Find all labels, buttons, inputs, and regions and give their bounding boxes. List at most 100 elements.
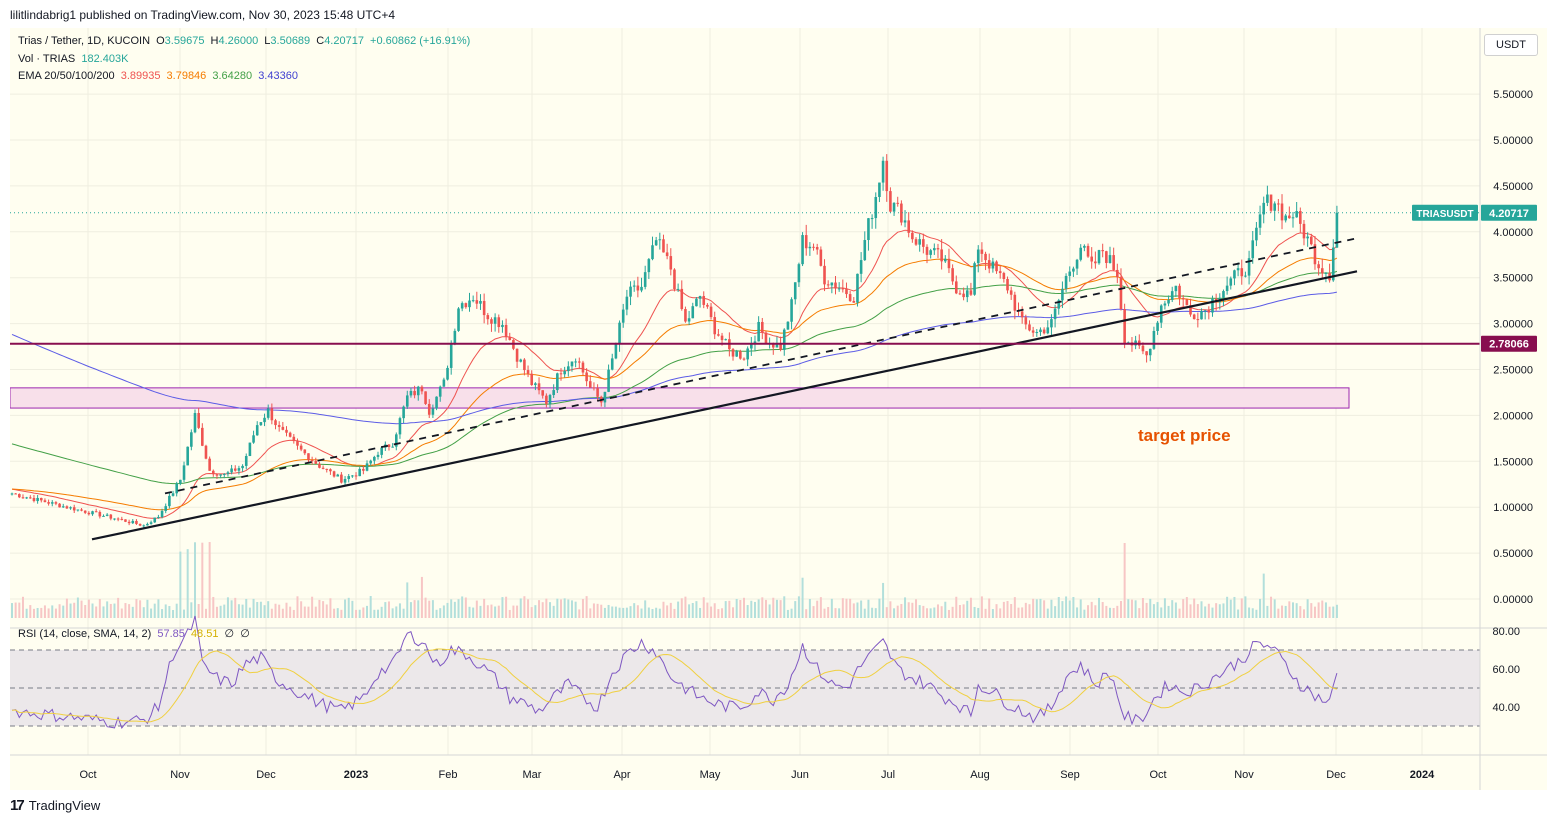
volume-bar — [746, 605, 749, 618]
candle — [881, 160, 885, 183]
candle — [336, 474, 340, 477]
volume-bar — [347, 597, 350, 618]
volume-bar — [761, 597, 764, 618]
candle — [1002, 273, 1006, 279]
candle — [874, 197, 878, 219]
candle — [944, 258, 947, 262]
volume-bar — [1032, 598, 1035, 618]
volume-bar — [1222, 603, 1225, 618]
volume-bar — [830, 598, 833, 618]
volume-bar — [1332, 606, 1335, 618]
volume-bar — [402, 608, 405, 618]
volume-bar — [1076, 607, 1079, 618]
volume-bar — [933, 607, 936, 618]
volume-bar — [1043, 600, 1046, 618]
price-chart[interactable]: 5.50000 5.00000 4.50000 4.00000 3.50000 3.000… — [10, 28, 1547, 790]
volume-bar — [779, 600, 782, 618]
volume-bar — [435, 609, 438, 618]
candle — [1320, 268, 1324, 274]
volume-bar — [106, 601, 109, 618]
candle — [1335, 212, 1339, 248]
volume-bar — [995, 604, 998, 618]
candle — [1258, 214, 1262, 228]
volume-bar — [636, 605, 639, 618]
volume-bar — [248, 607, 251, 618]
candle — [852, 300, 856, 303]
volume-bar — [1119, 601, 1122, 618]
candle — [1105, 251, 1108, 263]
candle — [413, 390, 416, 396]
candle — [475, 300, 479, 304]
volume-bar — [1050, 599, 1053, 618]
ema20-value: 3.89935 — [120, 70, 161, 82]
volume-bar — [69, 603, 72, 618]
candle — [182, 465, 186, 480]
candle — [574, 361, 577, 363]
volume-bar — [527, 599, 530, 618]
candle — [687, 318, 691, 322]
candle — [36, 497, 39, 502]
price-tick-label: 3.00000 — [1493, 319, 1533, 331]
candle — [248, 442, 252, 457]
candle — [146, 523, 149, 526]
volume-bar — [578, 609, 581, 618]
volume-bar — [955, 596, 958, 618]
volume-bar — [684, 596, 687, 618]
volume-bar — [197, 603, 200, 618]
currency-button[interactable]: USDT — [1484, 34, 1538, 56]
volume-bar — [208, 542, 211, 618]
candle — [259, 422, 263, 426]
time-tick-label: Aug — [970, 769, 990, 781]
candle — [288, 432, 292, 437]
volume-bar — [1185, 597, 1188, 618]
volume-bar — [1321, 600, 1324, 618]
candle — [1262, 202, 1266, 215]
candle — [1225, 285, 1229, 292]
candle — [954, 281, 958, 294]
candle — [1148, 348, 1152, 356]
candle — [808, 246, 812, 249]
symbol-tag-text: TRIASUSDT — [1416, 209, 1473, 220]
volume-bar — [841, 598, 844, 618]
volume-bar — [1233, 596, 1236, 618]
candle — [1046, 327, 1050, 334]
volume-bar — [1017, 607, 1020, 618]
volume-bar — [596, 603, 599, 618]
candle — [1273, 203, 1276, 211]
volume-bar — [1189, 604, 1192, 618]
volume-bar — [139, 600, 142, 618]
candle — [695, 298, 698, 307]
candle — [1163, 303, 1167, 306]
candle — [1083, 245, 1086, 248]
volume-bar — [1218, 604, 1221, 618]
candle — [1006, 278, 1009, 291]
candle — [757, 321, 760, 342]
volume-bar — [860, 600, 863, 618]
time-tick-label: Oct — [79, 769, 96, 781]
candle — [373, 456, 376, 461]
volume-bar — [40, 607, 43, 618]
volume-bar — [1109, 607, 1111, 618]
volume-bar — [750, 600, 753, 618]
volume-bar — [32, 608, 35, 618]
volume-bar — [428, 600, 431, 618]
volume-bar — [11, 603, 13, 618]
candle — [947, 258, 951, 269]
volume-bar — [318, 599, 321, 618]
volume-bar — [14, 602, 17, 618]
rsi-legend: RSI (14, close, SMA, 14, 2) 57.85 48.51 … — [18, 627, 253, 640]
candle — [435, 396, 438, 409]
candle — [662, 239, 665, 253]
candle — [1050, 319, 1053, 328]
volume-bar — [377, 609, 379, 618]
candle — [157, 516, 160, 518]
volume-bar — [812, 606, 815, 618]
candle — [343, 478, 347, 483]
volume-bar — [607, 604, 610, 618]
volume-bar — [600, 604, 603, 618]
candle — [746, 348, 749, 360]
rsi-sma-value: 48.51 — [190, 628, 219, 640]
candle — [482, 300, 486, 316]
candle — [212, 470, 215, 475]
candle — [424, 391, 427, 404]
